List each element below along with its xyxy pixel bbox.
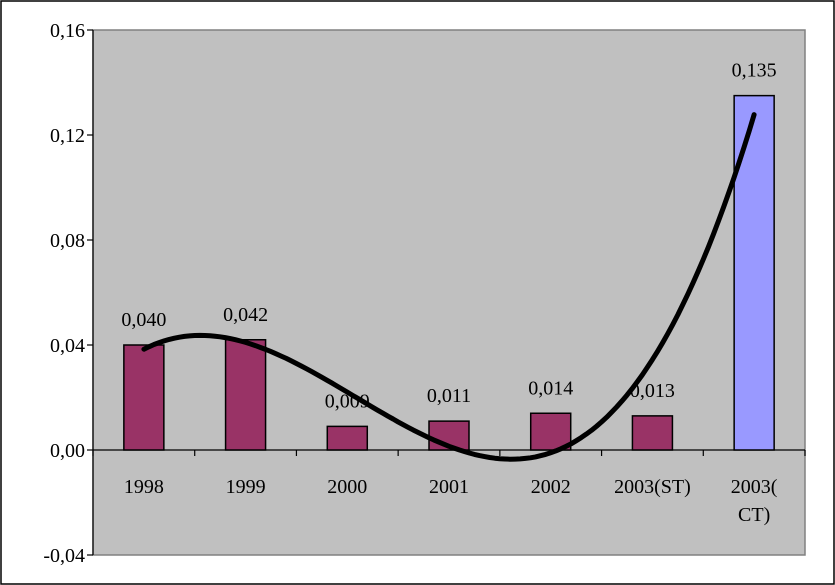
data-label: 0,040 <box>121 309 166 331</box>
bar <box>529 412 572 451</box>
data-label: 0,042 <box>223 304 268 326</box>
y-tick-label: 0,08 <box>50 230 85 252</box>
x-tick-label: 2002 <box>531 476 571 498</box>
y-tick-label: 0,16 <box>50 20 85 42</box>
x-tick-label: 2001 <box>429 476 469 498</box>
data-label: 0,135 <box>732 60 777 82</box>
x-tick-label: 1998 <box>124 476 164 498</box>
bar <box>631 415 674 451</box>
bar <box>224 339 267 451</box>
bar <box>326 425 369 451</box>
x-tick-label: CT) <box>738 504 770 526</box>
data-label: 0,014 <box>528 377 573 399</box>
x-tick-label: 2003( <box>731 476 778 498</box>
y-tick-label: 0,00 <box>50 440 85 462</box>
data-label: 0,013 <box>630 380 675 402</box>
x-tick-label: 2000 <box>327 476 367 498</box>
y-tick-label: -0,04 <box>43 545 85 567</box>
data-label: 0,009 <box>325 390 370 412</box>
trendline <box>141 112 757 462</box>
y-tick-label: 0,12 <box>50 125 85 147</box>
x-tick-label: 1999 <box>226 476 266 498</box>
bar <box>733 94 775 451</box>
y-tick-label: 0,04 <box>50 335 85 357</box>
x-tick-label: 2003(ST) <box>614 476 691 498</box>
data-labels: 0,040 0,042 0,009 0,011 0,014 0,013 0,135 <box>121 60 776 413</box>
data-label: 0,011 <box>427 385 471 407</box>
bar <box>123 344 165 451</box>
x-axis-labels: 1998 1999 2000 2001 2002 2003(ST) 2003( CT) <box>124 476 778 526</box>
